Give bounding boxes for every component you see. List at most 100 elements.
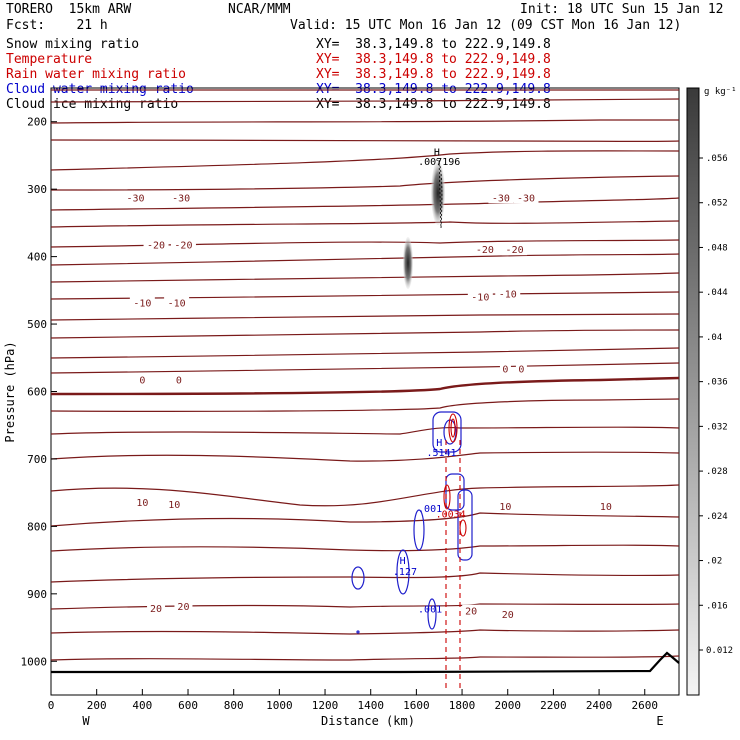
- isotherm-label: -30: [172, 193, 190, 204]
- isotherm-label-bg: [498, 608, 517, 621]
- rainwater-contour: [443, 484, 451, 510]
- colorbar-tick-label: .056: [706, 154, 728, 164]
- isotherm-label-bg: [488, 191, 514, 204]
- isotherm-label: 10: [600, 502, 612, 513]
- colorbar: [686, 87, 700, 696]
- isotherm-label: 0: [502, 365, 508, 376]
- cloudwater-contour: [445, 473, 465, 511]
- isotherm-label-bg: [143, 238, 169, 251]
- x-tick-label: 1000: [266, 699, 293, 712]
- isotherm-label-bg: [165, 498, 184, 511]
- y-tick-label: 300: [27, 183, 47, 196]
- isotherm-line: [50, 253, 680, 266]
- isotherm-label: 20: [150, 604, 162, 615]
- isotherm-label: 20: [465, 607, 477, 618]
- isotherm-line: [50, 603, 680, 610]
- field-temperature-label: Temperature: [6, 52, 93, 67]
- x-tick-label: 1800: [449, 699, 476, 712]
- isotherm-label-bg: [513, 191, 539, 204]
- rain-water-contours: [443, 413, 467, 688]
- isotherm-line: [50, 484, 680, 507]
- isotherm-line: [50, 197, 680, 211]
- rainwater-contour: [448, 413, 458, 443]
- isotherm-line: [50, 329, 680, 339]
- snow-contour: [435, 159, 443, 229]
- isotherm-label-bg: [467, 290, 493, 303]
- y-tick-label: 900: [27, 588, 47, 601]
- isotherm-label-bg: [462, 604, 481, 617]
- y-tick-label: 700: [27, 453, 47, 466]
- isotherm-line: [50, 175, 680, 191]
- x-tick-label: 1400: [357, 699, 384, 712]
- colorbar-tick-label: 0.012: [706, 646, 733, 656]
- west-label: W: [82, 714, 90, 728]
- x-tick-label: 0: [48, 699, 55, 712]
- isotherm-label-bg: [596, 500, 615, 513]
- field-annotation: .007196: [418, 157, 460, 168]
- isotherm-label: -30: [517, 193, 535, 204]
- isotherm-label: -30: [126, 193, 144, 204]
- isotherm-label: 10: [136, 498, 148, 509]
- isotherm-line: [50, 313, 680, 321]
- isotherm-label-bg: [164, 296, 190, 309]
- colorbar-tick-label: .048: [706, 243, 728, 253]
- field-temperature-xy: XY= 38.3,149.8 to 222.9,149.8: [316, 52, 551, 67]
- colorbar-tick-label: .036: [706, 378, 728, 388]
- x-tick-label: 2400: [586, 699, 613, 712]
- isotherm-line: [50, 362, 680, 374]
- y-tick-label: 400: [27, 251, 47, 264]
- colorbar-tick-label: .02: [706, 557, 722, 567]
- field-annotation: .0034: [436, 510, 466, 521]
- x-tick-label: 2200: [540, 699, 567, 712]
- isotherm-label: -10: [499, 290, 517, 301]
- source-label: NCAR/MMM: [228, 2, 291, 17]
- field-rain-xy: XY= 38.3,149.8 to 222.9,149.8: [316, 67, 551, 82]
- rainwater-contour: [459, 519, 467, 537]
- y-tick-label: 800: [27, 520, 47, 533]
- colorbar-tick-label: .052: [706, 199, 728, 209]
- isotherm-label: 0: [518, 365, 524, 376]
- x-axis-label: Distance (km): [321, 714, 415, 728]
- isotherm-labels: -30 -30 -30 -30-20 -20 -20 -20-10 -10-10 -100 00 0…: [122, 191, 615, 621]
- init-time: Init: 18 UTC Sun 15 Jan 12: [520, 2, 724, 17]
- field-annotation: H: [400, 556, 406, 567]
- isotherm-label-bg: [499, 362, 511, 375]
- isotherm-label-bg: [147, 601, 166, 614]
- rainwater-contour: [450, 418, 456, 438]
- field-annotation: .001: [418, 605, 442, 616]
- x-tick-label: 200: [87, 699, 107, 712]
- x-tick-label: 1200: [312, 699, 339, 712]
- isotherm-label-bg: [133, 496, 152, 509]
- x-tick-label: 2000: [494, 699, 521, 712]
- isotherm-label: -30: [492, 193, 510, 204]
- x-tick-label: 600: [178, 699, 198, 712]
- isotherm-line: [50, 272, 680, 283]
- cloudwater-contour: [457, 489, 473, 561]
- field-cloudice-label: Cloud ice mixing ratio: [6, 97, 179, 112]
- isotherm-label: -20: [506, 245, 524, 256]
- y-axis-label: Pressure (hPa): [3, 341, 17, 442]
- x-tick-label: 800: [224, 699, 244, 712]
- isotherm-label-bg: [170, 238, 196, 251]
- y-axis: 200 300 400 500 600 700 800 900 1000: [21, 116, 57, 668]
- isotherm-label-bg: [495, 287, 521, 300]
- isotherm-label-bg: [122, 191, 148, 204]
- colorbar-tick-label: .024: [706, 512, 728, 522]
- isotherm-label-bg: [173, 373, 185, 386]
- isotherm-line: [50, 347, 680, 359]
- isotherm-line: [50, 544, 680, 552]
- valid-time: Valid: 15 UTC Mon 16 Jan 12 (09 CST Mon …: [290, 18, 682, 33]
- isotherm-line: [50, 398, 680, 412]
- isotherm-label-bg: [496, 500, 515, 513]
- colorbar-unit: g kg⁻¹: [704, 87, 737, 97]
- field-annotation: H: [434, 147, 440, 158]
- isotherm-line: [50, 655, 680, 661]
- colorbar-ticks: 0.012 .016 .02 .024 .028 .032 .036 .04 .044 .048.…: [699, 154, 733, 656]
- field-snow-label: Snow mixing ratio: [6, 37, 140, 52]
- y-tick-label: 600: [27, 386, 47, 399]
- cloudwater-contour: [413, 509, 425, 551]
- isotherm-label: -10: [168, 298, 186, 309]
- isotherm-line: [50, 98, 680, 103]
- terrain-surface: [51, 651, 680, 674]
- isotherm-line: [50, 512, 680, 527]
